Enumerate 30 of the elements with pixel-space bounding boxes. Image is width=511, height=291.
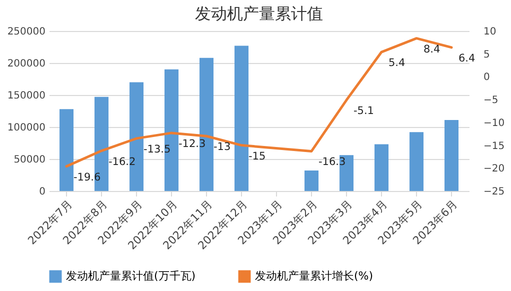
data-label: -5.1	[354, 105, 374, 118]
legend-label: 发动机产量累计值(万千瓦)	[66, 270, 196, 283]
legend-label: 发动机产量累计增长(%)	[255, 270, 374, 283]
y-tick-label: 50000	[14, 154, 46, 166]
y-tick-label: 250000	[7, 26, 46, 38]
bar	[410, 132, 424, 191]
y-tick-label: 150000	[7, 90, 46, 102]
y2-tick-label: 5	[484, 49, 490, 60]
y2-tick-label: −20	[484, 164, 505, 175]
y-tick-label: 200000	[7, 58, 46, 70]
y2-tick-label: −25	[484, 186, 505, 198]
y2-tick-label: −5	[484, 95, 498, 106]
line-series	[65, 37, 453, 168]
data-label: -15	[248, 150, 266, 162]
y2-tick-label: −15	[484, 140, 505, 152]
y2-tick-label: 0	[484, 72, 490, 84]
data-label: -13	[214, 141, 231, 154]
bar	[234, 46, 248, 191]
y-tick-label: 0	[39, 186, 46, 198]
y2-tick-label: 10	[484, 26, 496, 38]
bar	[304, 170, 318, 191]
bar	[444, 120, 458, 191]
data-label: 8.4	[424, 43, 441, 56]
y2-tick-label: −10	[484, 118, 505, 129]
bar	[374, 144, 388, 191]
bar	[60, 109, 74, 191]
data-label: 6.4	[458, 52, 476, 64]
data-label: 5.4	[388, 57, 406, 70]
chart-title: 发动机产量累计值	[195, 4, 323, 23]
y-tick-label: 100000	[7, 122, 46, 134]
